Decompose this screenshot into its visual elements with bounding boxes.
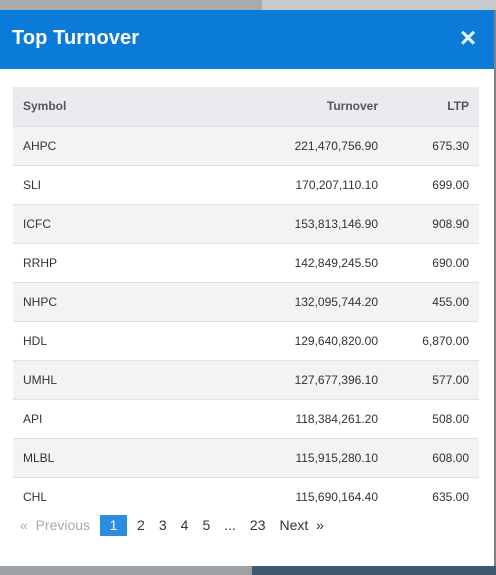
next-label: Next <box>279 517 309 533</box>
table-row[interactable]: SLI 170,207,110.10 699.00 <box>13 164 479 204</box>
cell-turnover: 127,677,396.10 <box>183 359 388 399</box>
table-row[interactable]: UMHL 127,677,396.10 577.00 <box>13 359 479 399</box>
cell-turnover: 142,849,245.50 <box>183 242 388 282</box>
cell-symbol: API <box>13 398 183 438</box>
modal-header: Top Turnover × <box>0 10 494 69</box>
background-top-bar <box>0 0 496 10</box>
table-header-row: Symbol Turnover LTP <box>13 87 479 126</box>
cell-turnover: 153,813,146.90 <box>183 203 388 243</box>
table-row[interactable]: NHPC 132,095,744.20 455.00 <box>13 281 479 321</box>
cell-symbol: RRHP <box>13 242 183 282</box>
cell-symbol: MLBL <box>13 437 183 477</box>
cell-turnover: 132,095,744.20 <box>183 281 388 321</box>
cell-symbol: NHPC <box>13 281 183 321</box>
cell-turnover: 118,384,261.20 <box>183 398 388 438</box>
cell-turnover: 170,207,110.10 <box>183 164 388 204</box>
cell-turnover: 221,470,756.90 <box>183 125 388 165</box>
cell-turnover: 129,640,820.00 <box>183 320 388 360</box>
table-row[interactable]: AHPC 221,470,756.90 675.30 <box>13 125 479 165</box>
cell-symbol: HDL <box>13 320 183 360</box>
header-symbol: Symbol <box>23 99 67 114</box>
cell-ltp: 675.30 <box>388 125 479 165</box>
cell-ltp: 455.00 <box>388 281 479 321</box>
header-turnover: Turnover <box>326 99 378 114</box>
pagination-ellipsis: ... <box>224 517 236 533</box>
page-button-last[interactable]: 23 <box>249 517 266 533</box>
cell-ltp: 577.00 <box>388 359 479 399</box>
cell-turnover: 115,690,164.40 <box>183 476 388 516</box>
table-row[interactable]: RRHP 142,849,245.50 690.00 <box>13 242 479 282</box>
cell-symbol: UMHL <box>13 359 183 399</box>
header-ltp: LTP <box>447 99 469 114</box>
cell-ltp: 699.00 <box>388 164 479 204</box>
chevron-left-double-icon: « <box>20 517 28 533</box>
chevron-right-double-icon: » <box>316 517 324 533</box>
cell-ltp: 690.00 <box>388 242 479 282</box>
page-button-4[interactable]: 4 <box>180 517 189 533</box>
page-button-3[interactable]: 3 <box>158 517 167 533</box>
turnover-table: Symbol Turnover LTP AHPC 221,470,756.90 … <box>13 87 479 516</box>
cell-symbol: SLI <box>13 164 183 204</box>
cell-symbol: ICFC <box>13 203 183 243</box>
next-button[interactable]: Next » <box>272 515 330 536</box>
table-row[interactable]: CHL 115,690,164.40 635.00 <box>13 476 479 516</box>
cell-symbol: CHL <box>13 476 183 516</box>
page-button-1[interactable]: 1 <box>100 515 128 536</box>
cell-ltp: 6,870.00 <box>388 320 479 360</box>
previous-button[interactable]: « Previous <box>13 515 97 536</box>
table-row[interactable]: ICFC 153,813,146.90 908.90 <box>13 203 479 243</box>
cell-ltp: 608.00 <box>388 437 479 477</box>
page-button-5[interactable]: 5 <box>202 517 211 533</box>
table-row[interactable]: HDL 129,640,820.00 6,870.00 <box>13 320 479 360</box>
pagination: « Previous 1 2 3 4 5 ... 23 Next » <box>13 515 331 536</box>
table-row[interactable]: API 118,384,261.20 508.00 <box>13 398 479 438</box>
turnover-table-container: Symbol Turnover LTP AHPC 221,470,756.90 … <box>13 87 479 516</box>
modal-title: Top Turnover <box>12 27 140 49</box>
close-icon[interactable]: × <box>459 22 477 53</box>
cell-ltp: 508.00 <box>388 398 479 438</box>
cell-ltp: 908.90 <box>388 203 479 243</box>
cell-turnover: 115,915,280.10 <box>183 437 388 477</box>
top-turnover-modal: Top Turnover × Symbol Turnover LTP AHPC … <box>0 10 496 566</box>
cell-symbol: AHPC <box>13 125 183 165</box>
page-button-2[interactable]: 2 <box>137 517 145 533</box>
previous-label: Previous <box>35 517 91 533</box>
background-bottom-bar <box>0 566 496 575</box>
table-row[interactable]: MLBL 115,915,280.10 608.00 <box>13 437 479 477</box>
cell-ltp: 635.00 <box>388 476 479 516</box>
